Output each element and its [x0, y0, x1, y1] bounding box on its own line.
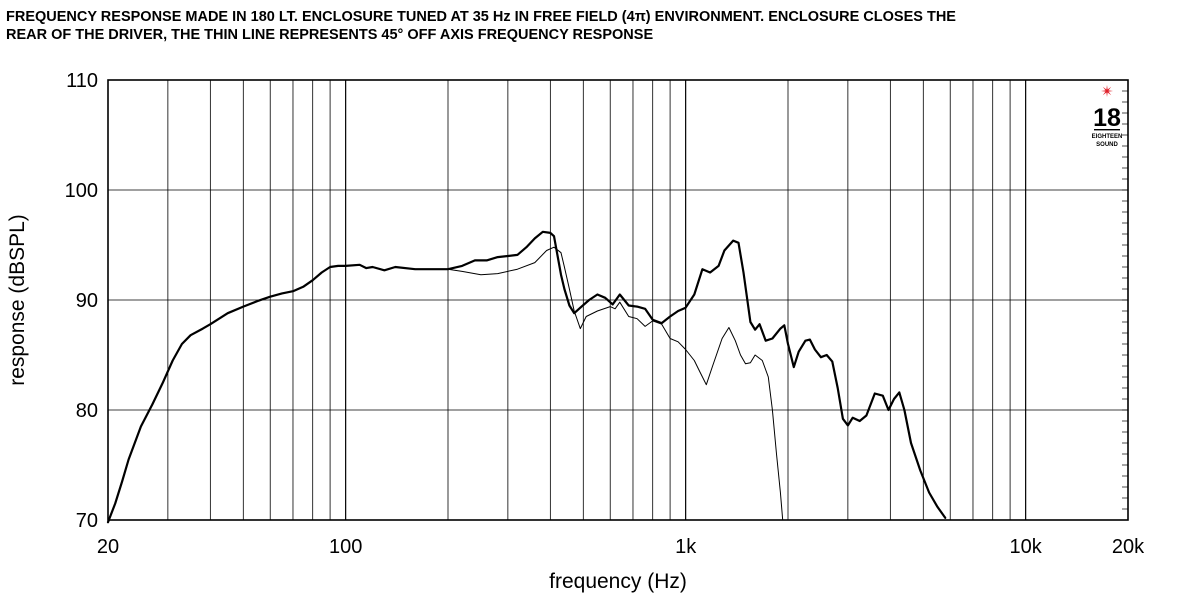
series-line-45-off-axis: [448, 247, 783, 520]
series-group: [108, 232, 945, 522]
logo-number: 18: [1093, 104, 1121, 132]
y-tick-label: 80: [76, 400, 98, 422]
series-line-on-axis: [108, 232, 945, 522]
logo-rule: [1094, 129, 1120, 130]
x-tick-label: 100: [329, 536, 362, 558]
eighteen-sound-logo: 18 EIGHTEEN SOUND: [1092, 85, 1123, 148]
x-tick-label: 20: [97, 536, 119, 558]
x-tick-label: 10k: [1010, 536, 1043, 558]
logo-text-1: EIGHTEEN: [1092, 134, 1123, 140]
y-axis-label: response (dBSPL): [6, 214, 29, 386]
x-tick-label: 1k: [675, 536, 697, 558]
y-tick-label: 110: [66, 70, 98, 92]
logo-text-2: SOUND: [1096, 142, 1118, 148]
logo-star-icon: [1101, 85, 1113, 97]
x-axis-label: frequency (Hz): [549, 570, 687, 593]
x-tick-label: 20k: [1112, 536, 1145, 558]
y-tick-label: 90: [76, 290, 98, 312]
y-tick-label: 70: [76, 510, 98, 532]
y-tick-label: 100: [65, 180, 98, 202]
